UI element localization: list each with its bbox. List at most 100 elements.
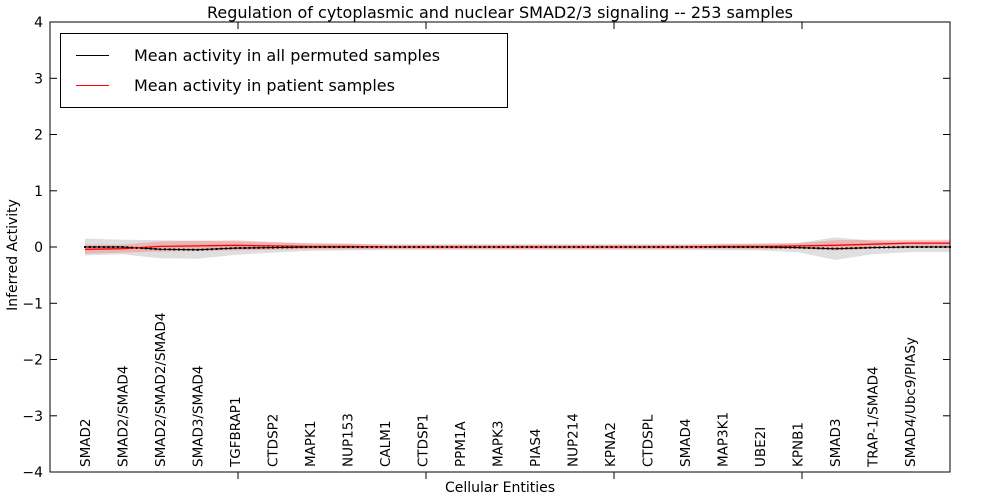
data-point-marker (563, 246, 566, 248)
data-point-marker (474, 246, 477, 248)
data-point-marker (361, 246, 364, 248)
data-point-marker (375, 246, 378, 248)
data-point-marker (431, 246, 434, 248)
x-category-label: CALM1 (378, 421, 394, 467)
data-point-marker (798, 246, 801, 249)
data-point-marker (290, 246, 293, 249)
data-point-marker (690, 246, 693, 248)
data-point-marker (648, 246, 651, 248)
data-point-marker (243, 247, 246, 249)
data-point-marker (695, 246, 698, 248)
x-category-label: SMAD4/Ubc9/PIASy (903, 337, 919, 467)
data-point-marker (516, 246, 519, 248)
data-point-marker (869, 246, 872, 249)
data-point-marker (389, 246, 392, 248)
data-point-marker (845, 247, 848, 250)
data-point-marker (502, 246, 505, 248)
x-category-label: PIAS4 (528, 428, 544, 467)
data-point-marker (253, 246, 256, 249)
data-point-marker (605, 246, 608, 248)
data-point-marker (145, 247, 148, 250)
data-point-marker (159, 248, 162, 251)
data-point-marker (591, 246, 594, 248)
data-point-marker (817, 247, 820, 250)
data-point-marker (248, 246, 251, 249)
legend-line-sample-red (76, 84, 109, 86)
data-point-marker (436, 246, 439, 248)
data-point-marker (906, 246, 909, 248)
data-point-marker (319, 246, 322, 248)
y-tick-label: −3 (22, 409, 43, 425)
data-point-marker (746, 246, 749, 248)
data-point-marker (568, 246, 571, 248)
data-point-marker (775, 246, 778, 249)
data-point-marker (163, 248, 166, 251)
y-tick-label: 2 (34, 128, 43, 144)
data-point-marker (154, 248, 157, 250)
data-point-marker (596, 246, 599, 248)
y-tick-label: 3 (34, 71, 43, 87)
data-point-marker (803, 246, 806, 249)
data-point-marker (770, 246, 773, 249)
x-category-label: KPNB1 (791, 422, 807, 467)
data-point-marker (305, 246, 307, 249)
data-point-marker (761, 246, 763, 248)
data-point-marker (366, 246, 369, 248)
data-point-marker (535, 246, 538, 248)
data-point-marker (413, 246, 416, 248)
x-category-label: PPM1A (453, 420, 469, 467)
data-point-marker (873, 246, 876, 249)
data-point-marker (178, 248, 180, 251)
data-point-marker (577, 246, 580, 248)
data-point-marker (342, 246, 345, 248)
legend: Mean activity in all permuted samples Me… (60, 33, 508, 108)
data-point-marker (507, 246, 510, 248)
x-category-label: CTDSPL (641, 414, 657, 467)
data-point-marker (666, 246, 669, 248)
data-point-marker (370, 246, 373, 248)
x-category-label: CTDSP1 (416, 414, 432, 467)
x-category-label: SMAD3 (828, 419, 844, 467)
data-point-marker (892, 246, 895, 249)
legend-item-permuted: Mean activity in all permuted samples (71, 40, 497, 70)
data-point-marker (497, 246, 500, 248)
data-point-marker (572, 246, 575, 248)
data-point-marker (140, 247, 143, 250)
data-point-marker (337, 246, 340, 248)
data-point-marker (168, 248, 171, 251)
data-point-marker (483, 246, 486, 248)
data-point-marker (206, 248, 209, 251)
data-point-marker (323, 246, 326, 248)
data-point-marker (808, 246, 810, 249)
data-point-marker (657, 246, 660, 248)
data-point-marker (394, 246, 397, 248)
x-category-label: TGFBRAP1 (228, 396, 244, 468)
data-point-marker (300, 246, 303, 249)
data-point-marker (681, 246, 683, 248)
data-point-marker (634, 246, 636, 248)
data-point-marker (257, 246, 260, 249)
data-point-marker (831, 247, 834, 250)
x-category-label: NUP153 (341, 413, 357, 467)
y-tick-label: −1 (22, 296, 43, 312)
data-point-marker (887, 246, 890, 249)
data-point-marker (488, 246, 491, 248)
data-point-marker (793, 246, 796, 249)
data-point-marker (916, 246, 919, 248)
data-point-marker (765, 246, 768, 249)
data-point-marker (624, 246, 627, 248)
data-point-marker (267, 246, 270, 249)
data-point-marker (225, 247, 227, 250)
data-point-marker (723, 246, 726, 248)
x-category-label: TRAP-1/SMAD4 (866, 366, 882, 468)
legend-label: Mean activity in patient samples (134, 75, 395, 95)
data-point-marker (295, 246, 298, 249)
data-point-marker (737, 246, 740, 248)
data-point-marker (417, 246, 420, 248)
data-point-marker (220, 247, 223, 250)
x-category-label: SMAD2/SMAD4 (116, 366, 132, 467)
data-point-marker (610, 246, 613, 248)
data-point-marker (149, 247, 152, 250)
data-point-marker (427, 246, 430, 248)
